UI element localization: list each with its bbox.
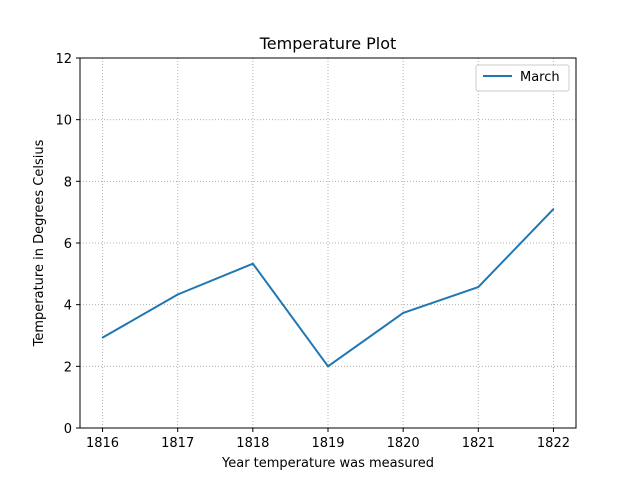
x-axis-title: Year temperature was measured: [221, 456, 434, 471]
legend-label-march: March: [520, 70, 560, 85]
x-axis-ticks: 1816 1817 1818 1819 1820 1821 1822: [86, 428, 570, 451]
x-tick-label: 1822: [537, 436, 570, 451]
data-point: [252, 262, 254, 265]
data-point: [477, 286, 480, 288]
y-axis-title: Temperature in Degrees Celsius: [32, 139, 47, 347]
series-layer: [101, 208, 555, 368]
legend-box: [475, 64, 570, 92]
legend: March: [475, 64, 570, 92]
data-point: [402, 312, 404, 314]
x-tick-label: 1816: [86, 436, 119, 451]
y-axis-ticks: 0 2 4 6 8 10 12: [55, 52, 80, 437]
data-point: [327, 365, 329, 368]
y-tick-label: 8: [64, 175, 72, 190]
y-tick-label: 6: [64, 237, 72, 252]
x-tick-label: 1820: [387, 436, 420, 451]
y-tick-label: 10: [55, 114, 72, 129]
y-tick-label: 12: [55, 52, 72, 67]
plot-background: [80, 58, 576, 428]
y-tick-label: 2: [64, 360, 72, 375]
data-point: [101, 336, 104, 339]
x-tick-label: 1821: [462, 436, 495, 451]
chart-title: Temperature Plot: [259, 34, 397, 53]
data-point: [552, 208, 555, 210]
data-point: [176, 293, 179, 296]
y-tick-label: 4: [64, 299, 72, 314]
x-tick-label: 1819: [311, 436, 344, 451]
x-tick-label: 1817: [161, 436, 194, 451]
y-tick-label: 0: [64, 422, 72, 437]
x-tick-label: 1818: [236, 436, 269, 451]
plot-area: 1816 1817 1818 1819 1820 1821 1822 0 2 4 6 8 10 12: [55, 52, 577, 451]
